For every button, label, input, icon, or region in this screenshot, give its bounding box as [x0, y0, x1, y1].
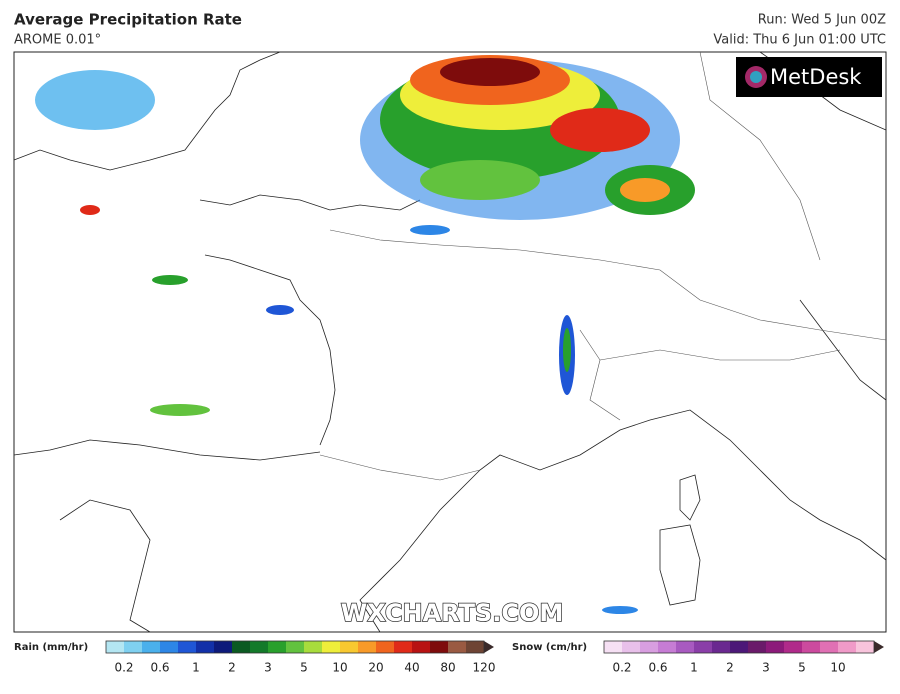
- rain-tick-label: 20: [368, 661, 383, 675]
- rain-colorbar-segment: [448, 641, 466, 653]
- snow-tick-label: 0.6: [648, 661, 667, 675]
- rain-tick-label: 2: [228, 661, 236, 675]
- snow-label: Snow (cm/hr): [512, 642, 587, 653]
- rain-colorbar-segment: [466, 641, 484, 653]
- snow-colorbar-segment: [748, 641, 766, 653]
- rain-tick-label: 5: [300, 661, 308, 675]
- snow-tick-label: 1: [690, 661, 698, 675]
- snow-tick-label: 2: [726, 661, 734, 675]
- rain-colorbar-segment: [178, 641, 196, 653]
- rain-colorbar-segment: [430, 641, 448, 653]
- rain-colorbar-segment: [322, 641, 340, 653]
- snow-colorbar-segment: [730, 641, 748, 653]
- rain-colorbar-segment: [376, 641, 394, 653]
- rain-colorbar-segment: [394, 641, 412, 653]
- rain-label: Rain (mm/hr): [14, 642, 88, 653]
- rain-tick-label: 10: [332, 661, 347, 675]
- model: AROME 0.01°: [14, 33, 101, 48]
- valid-time: Valid: Thu 6 Jun 01:00 UTC: [713, 33, 886, 48]
- rain-colorbar-segment: [250, 641, 268, 653]
- rain-colorbar-segment: [142, 641, 160, 653]
- colorbars: 0.2 0.6 1 2 3 5 10 20 40 80 120 0.2 0.6 1 2 3 5 10: [105, 640, 884, 675]
- rain-tick-label: 40: [404, 661, 419, 675]
- watermark: WXCHARTS.COM: [341, 599, 563, 627]
- rain-colorbar-segment: [160, 641, 178, 653]
- snow-colorbar-segment: [622, 641, 640, 653]
- snow-colorbar-segment: [676, 641, 694, 653]
- rain-colorbar-segment: [106, 641, 124, 653]
- rain-colorbar-segment: [232, 641, 250, 653]
- rain-colorbar-segment: [412, 641, 430, 653]
- snow-tick-label: 5: [798, 661, 806, 675]
- snow-colorbar-segment: [604, 641, 622, 653]
- snow-tick-label: 3: [762, 661, 770, 675]
- snow-colorbar-segment: [658, 641, 676, 653]
- map: MetDesk WXCHARTS.COM: [13, 51, 887, 633]
- rain-colorbar-segment: [124, 641, 142, 653]
- snow-tick-label: 10: [830, 661, 845, 675]
- logo: MetDesk: [770, 65, 862, 89]
- snow-tick-label: 0.2: [612, 661, 631, 675]
- snow-colorbar-segment: [640, 641, 658, 653]
- snow-colorbar-segment: [766, 641, 784, 653]
- rain-colorbar-segment: [196, 641, 214, 653]
- snow-colorbar-segment: [856, 641, 874, 653]
- snow-colorbar-segment: [694, 641, 712, 653]
- rain-colorbar-segment: [304, 641, 322, 653]
- rain-tick-label: 3: [264, 661, 272, 675]
- rain-tick-label: 0.6: [150, 661, 169, 675]
- run-time: Run: Wed 5 Jun 00Z: [758, 13, 886, 28]
- rain-tick-label: 120: [473, 661, 496, 675]
- snow-colorbar-segment: [712, 641, 730, 653]
- rain-tick-label: 1: [192, 661, 200, 675]
- rain-colorbar-segment: [286, 641, 304, 653]
- rain-colorbar-segment: [214, 641, 232, 653]
- rain-tick-label: 0.2: [114, 661, 133, 675]
- snow-colorbar-segment: [784, 641, 802, 653]
- rain-colorbar-frame: [105, 640, 485, 654]
- rain-colorbar-segment: [268, 641, 286, 653]
- rain-tick-label: 80: [440, 661, 455, 675]
- rain-colorbar-arrow: [484, 641, 494, 653]
- snow-colorbar-segment: [802, 641, 820, 653]
- snow-colorbar-segment: [838, 641, 856, 653]
- snow-colorbar-arrow: [874, 641, 884, 653]
- snow-colorbar-segment: [820, 641, 838, 653]
- rain-colorbar-segment: [358, 641, 376, 653]
- title: Average Precipitation Rate: [14, 11, 242, 29]
- rain-colorbar-segment: [340, 641, 358, 653]
- snow-colorbar-frame: [603, 640, 875, 654]
